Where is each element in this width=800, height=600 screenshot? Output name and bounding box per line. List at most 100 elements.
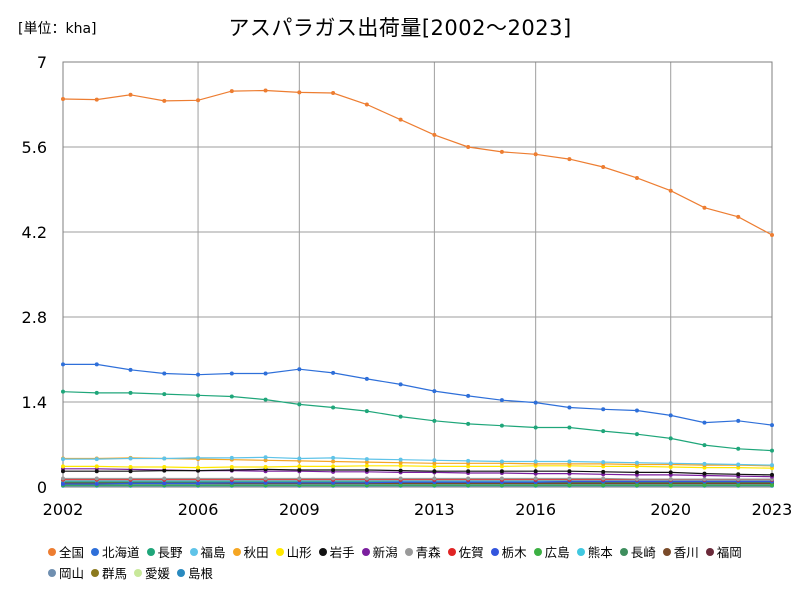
data-point-福島 <box>398 457 403 462</box>
x-tick-label: 2013 <box>414 500 455 519</box>
data-point-広島 <box>499 483 504 488</box>
data-point-北海道 <box>331 370 336 375</box>
legend-item: 福岡 <box>705 541 742 562</box>
legend-label: 広島 <box>544 545 570 560</box>
data-point-北海道 <box>162 371 167 376</box>
data-point-北海道 <box>364 376 369 381</box>
data-point-福島 <box>567 459 572 464</box>
data-point-北海道 <box>533 400 538 405</box>
data-point-長野 <box>398 414 403 419</box>
legend-label: 群馬 <box>102 566 128 581</box>
legend-item: 福島 <box>189 541 226 562</box>
data-point-岩手 <box>601 469 606 474</box>
legend-marker <box>490 547 499 556</box>
data-point-北海道 <box>601 407 606 412</box>
data-point-広島 <box>702 483 707 488</box>
data-point-全国 <box>634 175 639 180</box>
data-point-全国 <box>770 233 774 238</box>
data-point-山形 <box>229 464 234 469</box>
data-point-青森 <box>634 477 639 482</box>
data-point-青森 <box>196 476 201 481</box>
data-point-岩手 <box>196 468 201 473</box>
series-line-北海道 <box>63 363 773 426</box>
legend-item: 香川 <box>662 541 699 562</box>
line-chart: 0 1.4 2.8 4.2 5.6 7 2002 2006 2009 2013 2016 2020 20… <box>22 53 793 519</box>
legend-label: 青森 <box>415 545 441 560</box>
legend-label: 山形 <box>286 545 312 560</box>
legend-marker <box>576 547 585 556</box>
data-point-全国 <box>499 149 504 154</box>
data-point-福島 <box>499 459 504 464</box>
data-point-北海道 <box>229 371 234 376</box>
legend-marker <box>48 568 56 577</box>
data-point-福島 <box>364 457 369 462</box>
legend-marker <box>705 547 714 556</box>
data-point-山形 <box>398 463 403 468</box>
data-point-全国 <box>736 214 741 219</box>
data-point-北海道 <box>263 371 268 376</box>
legend-label: 香川 <box>673 545 699 560</box>
data-point-山形 <box>432 464 437 469</box>
data-point-栃木 <box>196 481 201 486</box>
legend-marker <box>447 547 456 556</box>
legend-label: 長崎 <box>630 545 656 560</box>
data-point-長野 <box>736 446 741 451</box>
data-point-福島 <box>736 462 741 467</box>
legend-item: 愛媛 <box>134 562 170 583</box>
legend-marker <box>232 547 241 556</box>
data-point-山形 <box>128 464 133 469</box>
legend-label: 佐賀 <box>458 545 484 560</box>
data-point-山形 <box>331 464 336 469</box>
data-point-福島 <box>432 458 437 463</box>
data-point-長野 <box>263 397 268 402</box>
legend-marker <box>361 547 370 556</box>
data-point-北海道 <box>770 423 774 428</box>
data-point-秋田 <box>364 460 369 465</box>
legend-marker <box>404 547 413 556</box>
legend-item: 青森 <box>404 541 441 562</box>
data-point-長野 <box>533 425 538 430</box>
data-point-青森 <box>702 477 707 482</box>
data-point-全国 <box>162 98 167 103</box>
data-point-長野 <box>601 429 606 434</box>
data-point-山形 <box>364 463 369 468</box>
legend-label: 栃木 <box>501 545 527 560</box>
x-tick-label: 2002 <box>43 500 84 519</box>
data-point-青森 <box>601 476 606 481</box>
data-point-栃木 <box>128 481 133 486</box>
data-point-北海道 <box>61 362 65 367</box>
data-point-北海道 <box>634 408 639 413</box>
data-point-北海道 <box>466 393 471 398</box>
legend-marker <box>662 547 671 556</box>
data-point-広島 <box>533 483 538 488</box>
legend-label: 全国 <box>59 545 85 560</box>
chart-title: アスパラガス出荷量[2002～2023] <box>228 16 572 40</box>
legend-label: 新潟 <box>372 545 398 560</box>
data-point-青森 <box>162 476 167 481</box>
data-point-全国 <box>601 165 606 170</box>
data-point-岩手 <box>297 468 302 472</box>
data-point-長野 <box>128 390 133 395</box>
data-point-岩手 <box>398 468 403 473</box>
data-point-福島 <box>61 457 65 462</box>
data-point-山形 <box>196 465 201 470</box>
x-tick-label: 2020 <box>650 500 691 519</box>
data-point-福島 <box>634 460 639 465</box>
data-point-岩手 <box>668 470 673 475</box>
x-tick-label: 2006 <box>178 500 219 519</box>
data-point-福島 <box>128 456 133 461</box>
data-point-青森 <box>398 476 403 481</box>
data-point-青森 <box>94 476 99 481</box>
data-point-岩手 <box>128 469 133 474</box>
data-point-広島 <box>668 483 673 488</box>
data-point-北海道 <box>128 367 133 372</box>
legend-label: 島根 <box>188 566 214 581</box>
legend-marker <box>275 547 284 556</box>
plot-area-border <box>62 61 773 488</box>
legend-item: 長崎 <box>619 541 656 562</box>
data-point-北海道 <box>297 367 302 372</box>
data-point-全国 <box>567 157 572 162</box>
data-point-福島 <box>533 459 538 464</box>
y-tick-label: 1.4 <box>22 393 47 412</box>
data-point-北海道 <box>499 398 504 403</box>
